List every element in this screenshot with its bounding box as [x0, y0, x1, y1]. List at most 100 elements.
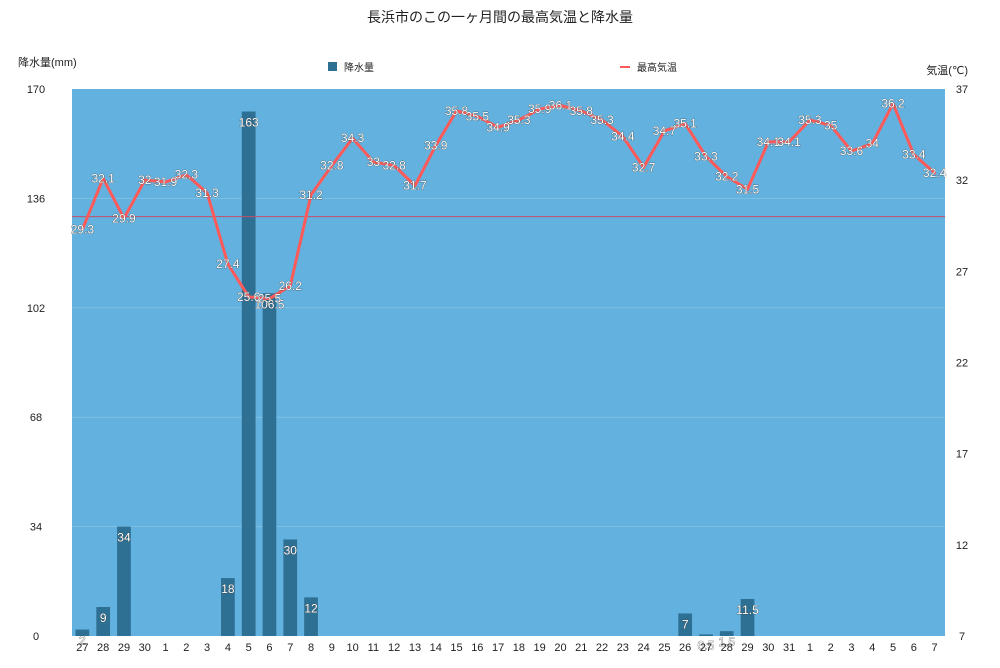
x-tick-label: 8	[308, 642, 314, 654]
temperature-data-label: 25.6	[237, 290, 261, 304]
y-left-tick-label: 170	[27, 84, 45, 96]
temperature-data-label: 33	[367, 155, 381, 169]
temperature-data-label: 35.3	[507, 113, 531, 127]
x-tick-label: 6	[266, 642, 272, 654]
x-tick-label: 21	[575, 642, 587, 654]
temperature-data-label: 35.1	[673, 117, 697, 131]
temperature-data-label: 33.3	[694, 149, 718, 163]
x-tick-label: 3	[204, 642, 210, 654]
y-left-tick-label: 102	[27, 303, 45, 315]
temperature-point	[330, 164, 334, 168]
y-left-ticks: 0 34 68 102 136 170	[27, 84, 45, 643]
x-tick-label: 4	[225, 642, 231, 654]
temperature-data-label: 27.4	[216, 257, 240, 271]
temperature-point	[143, 178, 147, 182]
temperature-point	[267, 297, 271, 301]
y-right-ticks: 7 12 17 22 27 32 37	[956, 84, 968, 643]
temperature-data-label: 31.5	[736, 182, 760, 196]
rainfall-data-label: 34	[117, 531, 131, 545]
x-tick-label: 28	[97, 642, 109, 654]
x-tick-label: 26	[679, 642, 691, 654]
temperature-data-label: 35.8	[445, 104, 469, 118]
rainfall-data-label: 2	[79, 634, 86, 648]
temperature-data-label: 31.3	[195, 186, 219, 200]
y-right-tick-label: 27	[956, 266, 968, 278]
rainfall-bar	[96, 607, 111, 636]
temperature-data-label: 32.4	[923, 166, 947, 180]
rainfall-bar	[304, 597, 318, 636]
x-tick-label: 24	[637, 642, 649, 654]
temperature-point	[496, 125, 500, 129]
temperature-data-label: 34.3	[341, 131, 365, 145]
temperature-data-label: 34.1	[757, 135, 781, 149]
y-right-tick-label: 22	[956, 358, 968, 370]
temperature-point	[870, 142, 874, 146]
temperature-point	[558, 103, 562, 107]
x-tick-label: 31	[783, 642, 795, 654]
x-tick-label: 18	[513, 642, 525, 654]
temperature-data-label: 31.2	[299, 188, 323, 202]
rainfall-data-label: 11.5	[736, 603, 759, 617]
y-left-axis-label: 降水量(mm)	[18, 55, 77, 69]
temperature-data-label: 34.4	[611, 129, 635, 143]
x-tick-label: 30	[139, 642, 151, 654]
temperature-data-label: 35.3	[590, 113, 614, 127]
x-tick-label: 1	[162, 642, 168, 654]
y-left-tick-label: 34	[30, 522, 42, 534]
rainfall-data-label: 18	[221, 582, 235, 596]
temperature-data-label: 34.7	[653, 124, 677, 138]
temperature-point	[164, 180, 168, 184]
x-tick-label: 1	[807, 642, 813, 654]
temperature-data-label: 29.9	[112, 211, 136, 225]
rainfall-data-label: 106.5	[254, 297, 284, 311]
temperature-point	[226, 262, 230, 266]
chart-title: 長浜市のこの一ヶ月間の最高気温と降水量	[367, 9, 633, 25]
x-tick-label: 29	[118, 642, 130, 654]
temperature-point	[351, 136, 355, 140]
temperature-data-label: 25.5	[258, 292, 282, 306]
x-tick-label: 15	[450, 642, 462, 654]
temperature-point	[849, 149, 853, 153]
temperature-point	[704, 154, 708, 158]
x-tick-label: 30	[762, 642, 774, 654]
temperature-data-label: 33.6	[840, 144, 864, 158]
rainfall-data-label: 0.5	[698, 638, 715, 652]
rainfall-data-label: 12	[304, 601, 318, 615]
rainfall-data-label: 7	[682, 617, 689, 631]
rainfall-data-label: 163	[239, 116, 259, 130]
x-tick-label: 10	[346, 642, 358, 654]
x-tick-label: 12	[388, 642, 400, 654]
temperature-data-label: 32.1	[91, 171, 115, 185]
temperature-data-label: 31.7	[403, 179, 427, 193]
y-right-axis-label: 気温(℃)	[926, 63, 968, 77]
temperature-data-label: 32.2	[715, 170, 739, 184]
temperature-point	[288, 284, 292, 288]
temperature-data-label: 33.4	[902, 148, 926, 162]
temperature-point	[309, 193, 313, 197]
y-right-tick-label: 32	[956, 175, 968, 187]
rainfall-bar	[699, 634, 713, 636]
x-tick-label: 27	[700, 642, 712, 654]
legend-label-rainfall: 降水量	[344, 61, 374, 74]
rainfall-bar	[283, 539, 298, 636]
temperature-point	[642, 165, 646, 169]
temperature-data-label: 35	[824, 118, 838, 132]
temperature-point	[517, 118, 521, 122]
x-tick-label: 27	[76, 642, 88, 654]
x-axis-ticks: 27 28 29 30 1 2 3 4 5 6 7 8 9 10 11 12 13 14 15 16 17 18 19 20 2…	[76, 642, 937, 654]
temperature-data-label: 35.8	[570, 104, 594, 118]
plot-area	[72, 89, 945, 636]
temperature-point	[80, 227, 84, 231]
temperature-point	[122, 216, 126, 220]
x-tick-label: 17	[492, 642, 504, 654]
temperature-point	[579, 109, 583, 113]
y-left-tick-label: 0	[33, 631, 39, 643]
temperature-point	[683, 122, 687, 126]
temperature-point	[829, 123, 833, 127]
temperature-data-label: 32.3	[175, 168, 199, 182]
y-left-tick-label: 136	[27, 193, 45, 205]
temperature-point	[475, 114, 479, 118]
y-right-tick-label: 7	[959, 631, 965, 643]
temperature-data-label: 32.8	[320, 159, 344, 173]
